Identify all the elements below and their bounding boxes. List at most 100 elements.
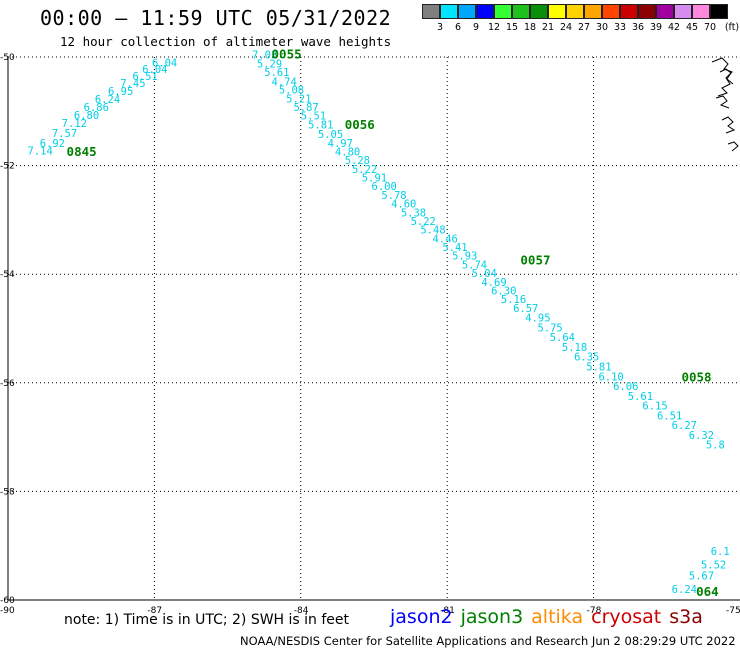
wave-height-value: 4.60 xyxy=(391,199,416,211)
coastline xyxy=(715,95,730,109)
satellite-label: jason2 xyxy=(390,606,453,628)
wave-height-value: 6.24 xyxy=(95,94,120,106)
wave-height-value: 5.93 xyxy=(452,251,477,263)
wave-height-value: 5.74 xyxy=(462,259,487,271)
wave-height-value: 6.51 xyxy=(132,71,157,83)
y-tick-label: -60 xyxy=(0,596,15,606)
wave-height-value: 6.04 xyxy=(152,57,177,69)
legend-swatch xyxy=(566,4,584,19)
wave-height-value: 5.51 xyxy=(301,111,326,123)
pass-time-label: 0057 xyxy=(520,253,550,268)
legend-label: 18 xyxy=(523,22,537,33)
wave-height-value: 6.51 xyxy=(657,410,682,422)
satellite-label: cryosat xyxy=(591,606,662,628)
satellite-label: s3a xyxy=(669,606,703,628)
wave-height-value: 5.64 xyxy=(550,332,575,344)
x-tick-label: -90 xyxy=(0,606,15,616)
coastline xyxy=(711,57,733,97)
wave-height-value: 6.27 xyxy=(672,420,697,432)
y-tick-label: -50 xyxy=(0,53,15,63)
wave-height-value: 6.86 xyxy=(84,102,109,114)
x-tick-label: -84 xyxy=(294,606,309,616)
wave-height-value: 6.30 xyxy=(491,285,516,297)
y-tick-label: -54 xyxy=(0,270,15,280)
wave-height-value: 4.74 xyxy=(272,76,297,88)
x-tick-label: -87 xyxy=(147,606,162,616)
wave-height-value: 6.95 xyxy=(108,86,133,98)
legend-label: 30 xyxy=(595,22,609,33)
legend-label: 70 xyxy=(703,22,717,33)
pass-time-label: 064 xyxy=(696,584,719,599)
wave-height-value: 7.14 xyxy=(28,145,53,157)
legend-label: 21 xyxy=(541,22,555,33)
wave-height-value: 5.16 xyxy=(501,294,526,306)
legend-label: 3 xyxy=(436,22,444,33)
wave-height-value: 6.04 xyxy=(142,64,167,76)
legend-swatch xyxy=(494,4,512,19)
wave-height-value: 6.1 xyxy=(711,546,730,558)
wave-height-value: 4.80 xyxy=(335,146,360,158)
legend-swatch xyxy=(602,4,620,19)
legend-swatch xyxy=(656,4,674,19)
legend-label: 39 xyxy=(649,22,663,33)
wave-height-value: 5.81 xyxy=(586,362,611,374)
pass-time-label: 0055 xyxy=(272,46,302,61)
legend-label: 15 xyxy=(505,22,519,33)
wave-height-value: 6.15 xyxy=(642,401,667,413)
wave-height-value: 6.00 xyxy=(372,181,397,193)
wave-height-value: 6.06 xyxy=(613,381,638,393)
pass-time-label: 0845 xyxy=(67,144,97,159)
wave-height-value: 6.57 xyxy=(513,303,538,315)
wave-height-value: 5.21 xyxy=(286,93,311,105)
x-tick-label: -78 xyxy=(587,606,602,616)
wave-height-value: 6.10 xyxy=(598,371,623,383)
footer-credit: NOAA/NESDIS Center for Satellite Applica… xyxy=(240,634,736,648)
wave-height-value: 7.03 xyxy=(252,49,277,61)
legend-swatch xyxy=(440,4,458,19)
legend-label: 9 xyxy=(472,22,480,33)
legend-swatch xyxy=(620,4,638,19)
legend-swatch xyxy=(422,4,440,19)
wave-height-value: 5.29 xyxy=(257,59,282,71)
wave-height-value: 5.18 xyxy=(562,342,587,354)
satellite-label: altika xyxy=(531,606,584,628)
wave-height-value: 5.8 xyxy=(706,440,725,452)
x-tick-label: -81 xyxy=(440,606,455,616)
legend-label: 24 xyxy=(559,22,573,33)
satellite-legend: jason2 jason3 altika cryosat s3a xyxy=(390,606,711,628)
wave-height-value: 5.78 xyxy=(381,190,406,202)
wave-height-value: 5.61 xyxy=(628,391,653,403)
wave-height-value: 5.38 xyxy=(401,207,426,219)
x-tick-label: -75 xyxy=(726,606,740,616)
coastline xyxy=(721,116,736,134)
legend-label: 36 xyxy=(631,22,645,33)
pass-time-label: 0058 xyxy=(681,369,711,384)
legend-unit: (ft) xyxy=(724,22,740,33)
wave-height-value: 6.35 xyxy=(574,352,599,364)
legend-swatch xyxy=(692,4,710,19)
wave-height-value: 5.75 xyxy=(537,322,562,334)
legend-label: 6 xyxy=(454,22,462,33)
legend-swatch xyxy=(674,4,692,19)
wave-height-value: 5.22 xyxy=(352,164,377,176)
wave-height-value: 5.41 xyxy=(442,242,467,254)
wave-height-value: 5.87 xyxy=(293,102,318,114)
legend-swatch xyxy=(512,4,530,19)
wave-height-value: 7.57 xyxy=(52,128,77,140)
y-tick-label: -52 xyxy=(0,162,15,172)
footer-note: note: 1) Time is in UTC; 2) SWH is in fe… xyxy=(64,612,350,628)
wave-height-value: 5.67 xyxy=(689,571,714,583)
wave-height-value: 6.80 xyxy=(74,110,99,122)
legend-swatch xyxy=(584,4,602,19)
legend-swatch xyxy=(458,4,476,19)
legend-swatch xyxy=(638,4,656,19)
wave-height-value: 5.81 xyxy=(308,119,333,131)
wave-height-value: 5.28 xyxy=(345,155,370,167)
wave-height-value: 4.46 xyxy=(433,233,458,245)
wave-height-value: 5.04 xyxy=(472,268,497,280)
wave-height-value: 7.12 xyxy=(62,118,87,130)
legend-label: 45 xyxy=(685,22,699,33)
wave-height-value: 6.92 xyxy=(40,138,65,150)
legend-label: 27 xyxy=(577,22,591,33)
